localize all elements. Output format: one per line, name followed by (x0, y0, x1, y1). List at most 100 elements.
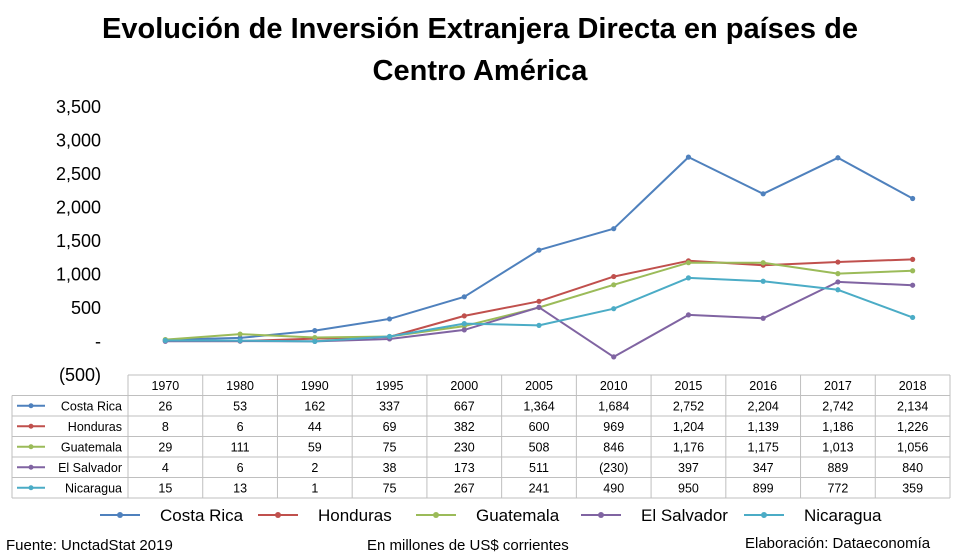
table-cell: 2,204 (748, 399, 779, 413)
legend-label: Costa Rica (160, 506, 244, 525)
data-point (312, 338, 318, 345)
data-point (835, 271, 841, 277)
data-point (760, 191, 766, 197)
table-header-cell: 2015 (675, 379, 703, 393)
table-cell: 2,134 (897, 399, 928, 413)
table-cell: 337 (379, 399, 400, 413)
table-cell: 4 (162, 461, 169, 475)
table-cell: 950 (678, 481, 699, 495)
data-point (760, 260, 766, 266)
data-point (611, 306, 617, 312)
table-header-cell: 2010 (600, 379, 628, 393)
table-cell: 600 (529, 420, 550, 434)
table-cell: 173 (454, 461, 475, 475)
data-point (835, 287, 841, 293)
table-header-cell: 2005 (525, 379, 553, 393)
data-point (910, 256, 916, 262)
credit-note: Elaboración: Dataeconomía (745, 535, 931, 552)
table-cell: 75 (383, 481, 397, 495)
data-point (910, 282, 916, 288)
table-cell: 511 (529, 461, 549, 475)
legend-marker (117, 512, 123, 518)
table-header-cell: 1980 (226, 379, 254, 393)
y-tick-label: 3,000 (56, 131, 101, 151)
table-cell: 1,013 (822, 440, 853, 454)
table-row-label: El Salvador (58, 461, 122, 475)
table-legend-marker (28, 423, 34, 429)
table-cell: 1,186 (822, 420, 853, 434)
data-point (312, 328, 318, 334)
chart-title-line-1: Evolución de Inversión Extranjera Direct… (102, 13, 858, 45)
table-legend-marker (28, 403, 34, 409)
table-cell: 1,175 (748, 440, 779, 454)
y-tick-label: (500) (59, 365, 101, 385)
data-point (685, 154, 692, 160)
y-tick-label: 3,500 (56, 97, 101, 117)
y-tick-label: 500 (71, 298, 101, 318)
table-cell: 2,752 (673, 399, 704, 413)
data-point (386, 316, 393, 322)
plot-area (162, 154, 916, 360)
data-point (536, 298, 542, 304)
table-cell: 359 (902, 481, 923, 495)
data-point (312, 334, 318, 341)
table-cell: 162 (304, 399, 325, 413)
data-point (611, 282, 617, 288)
data-point (910, 314, 916, 321)
table-cell: 1 (311, 481, 318, 495)
y-tick-label: - (95, 332, 101, 352)
table-cell: 2 (311, 461, 318, 475)
table-header-cell: 1990 (301, 379, 329, 393)
table-cell: 1,139 (748, 420, 779, 434)
units-note: En millones de US$ corrientes (367, 537, 569, 554)
legend-label: Honduras (318, 506, 392, 525)
data-point (237, 338, 243, 344)
series-line-el-salvador (165, 280, 913, 358)
data-point (835, 259, 841, 265)
table-cell: 1,056 (897, 440, 928, 454)
table-cell: 1,226 (897, 420, 928, 434)
table-cell: 69 (383, 420, 397, 434)
table-header-cell: 2017 (824, 379, 852, 393)
y-tick-label: 2,500 (56, 164, 101, 184)
table-row-label: Nicaragua (65, 481, 122, 495)
table-cell: 8 (162, 420, 169, 434)
table-cell: 13 (233, 481, 247, 495)
chart-title-line-2: Centro América (373, 55, 589, 87)
table-row-label: Costa Rica (61, 399, 122, 413)
table-cell: 969 (603, 420, 624, 434)
table-header-cell: 1970 (151, 379, 179, 393)
data-point (461, 294, 467, 300)
data-point (461, 313, 467, 319)
table-cell: 1,204 (673, 420, 704, 434)
table-cell: 382 (454, 420, 475, 434)
data-point (685, 275, 692, 281)
data-point (835, 279, 841, 285)
table-cell: 267 (454, 481, 475, 495)
legend: Costa Rica Honduras Guatemala El Salvador Ni… (100, 506, 882, 525)
data-point (536, 304, 542, 310)
table-cell: 889 (827, 461, 848, 475)
data-point (386, 333, 393, 340)
data-point (835, 155, 841, 161)
data-point (536, 247, 542, 253)
data-point (162, 337, 168, 344)
legend-marker (598, 512, 604, 518)
table-cell: 26 (158, 399, 172, 413)
y-axis: 3,500 3,000 2,500 2,000 1,500 1,000 500 - (500) (56, 97, 101, 385)
data-point (461, 327, 467, 333)
legend-label: Guatemala (476, 506, 560, 525)
data-point (910, 195, 916, 202)
table-cell: 111 (231, 440, 250, 454)
data-point (685, 312, 692, 318)
y-tick-label: 1,000 (56, 265, 101, 285)
data-point (760, 315, 766, 321)
table-legend-marker (28, 485, 34, 491)
table-cell: 899 (753, 481, 774, 495)
data-point (461, 321, 467, 327)
table-cell: 44 (308, 420, 322, 434)
table-row-label: Honduras (68, 420, 122, 434)
table-cell: 15 (158, 481, 172, 495)
table-cell: 29 (158, 440, 172, 454)
table-cell: 59 (308, 440, 322, 454)
